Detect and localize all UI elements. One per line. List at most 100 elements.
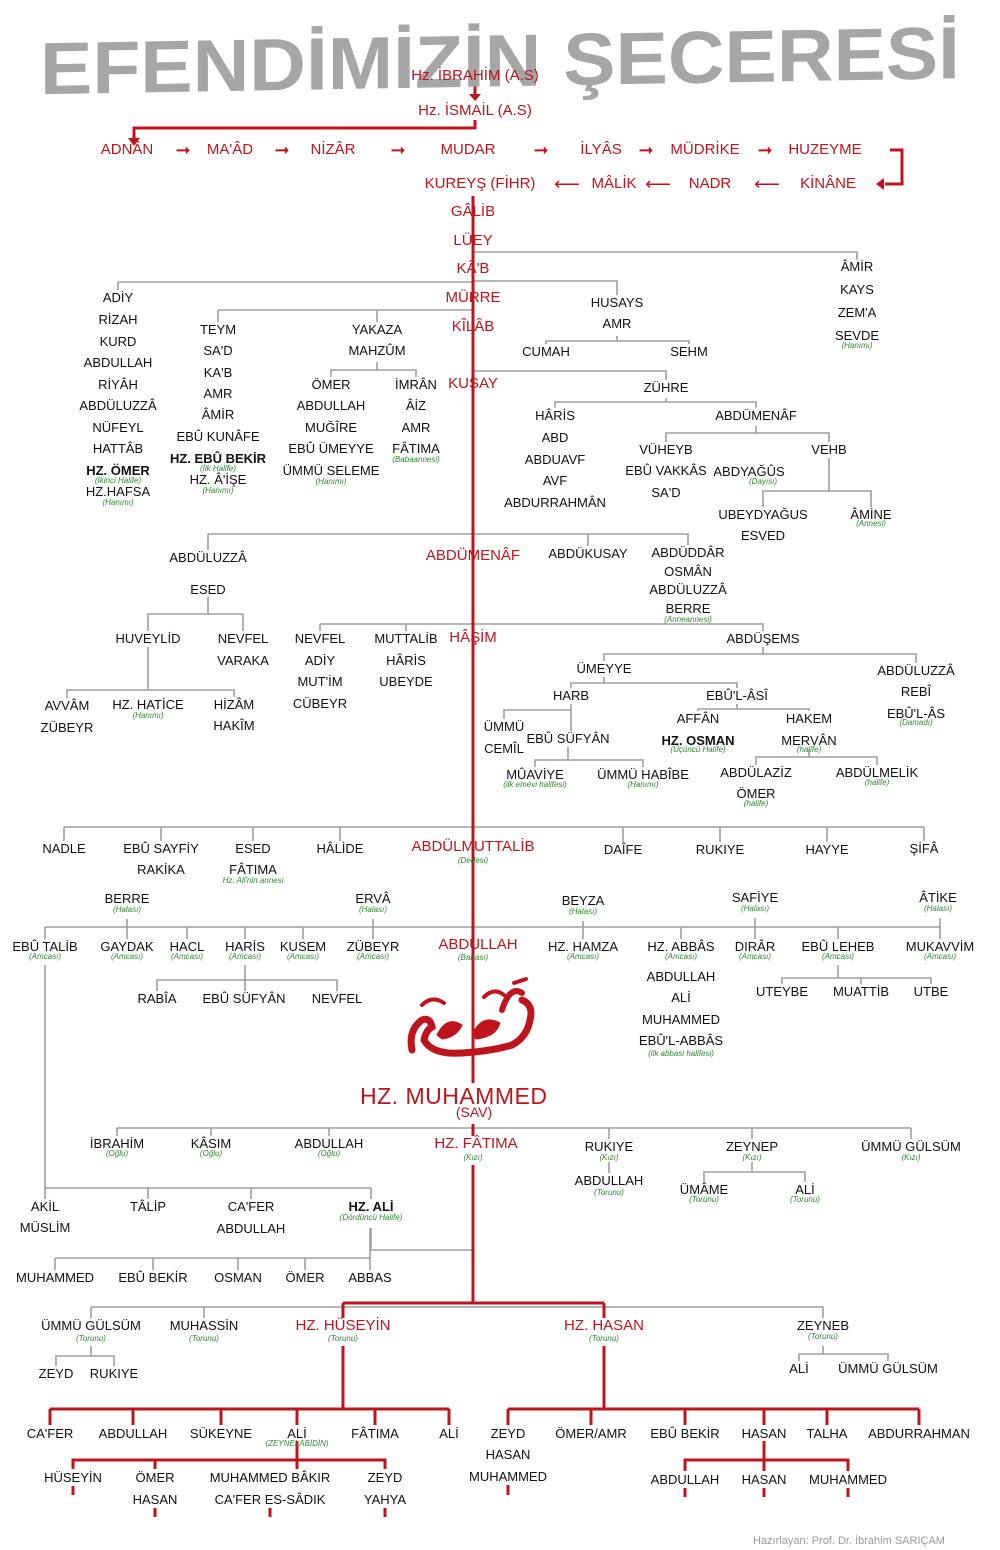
person-node: HASAN (132, 1492, 178, 1507)
person-node: ABDUAVF (524, 452, 586, 467)
person-node: ABDULLAH (216, 1221, 286, 1236)
relation-note: (ZEYNELABİDİN) (265, 1439, 329, 1448)
person-node: HZ. Â'İŞE (189, 472, 247, 487)
relation-note: (Amcası) (29, 952, 61, 961)
lineage-arrow-icon: ➞ (533, 140, 549, 160)
person-node: HZ. ALİ (348, 1199, 394, 1214)
relation-note: (Amcası) (567, 952, 599, 961)
person-node: ABDULLAH (438, 936, 518, 953)
relation-note: (halife) (743, 799, 769, 808)
person-node: ABDURRAHMÂN (504, 495, 606, 510)
person-node: BERRE (665, 601, 711, 616)
person-node: ÜMMÜ GÜLSÜM (861, 1139, 961, 1154)
relation-note: (Torunu) (589, 1334, 619, 1343)
person-node: HZ. EBÛ BEKİR (169, 451, 267, 466)
person-node: AMR (401, 420, 431, 435)
relation-note: (ilk emevi halifesi) (503, 780, 567, 789)
person-node: ABDÜLMELİK (835, 765, 919, 780)
relation-note: (Hanımı) (102, 498, 134, 507)
person-node: HZ. HÜSEYİN (295, 1317, 391, 1334)
relation-note: (Annesi) (856, 519, 886, 528)
person-node: EBÛ LEHEB (801, 939, 875, 954)
relation-note: (Halası) (358, 905, 388, 914)
person-node: MUHAMMED (809, 1472, 887, 1487)
person-node: HACL (169, 939, 205, 954)
person-node: RAKİKA (137, 862, 185, 877)
person-node: HZ. ÖMER (86, 463, 150, 478)
person-node: MUDAR (440, 141, 496, 158)
person-node: OSMÂN (664, 564, 712, 579)
person-node: NADR (688, 175, 732, 192)
person-node: HZ. FÂTIMA (434, 1135, 518, 1152)
person-node: HÜSEYİN (44, 1470, 102, 1485)
person-node: CUMAH (522, 344, 570, 359)
person-node: ABDULLAH (83, 355, 153, 370)
page-title-text: EFENDİMİZİN ŞECERESİ (40, 11, 960, 110)
relation-note: (Amcası) (229, 952, 261, 961)
person-node: ÜMÂME (679, 1182, 729, 1197)
person-node: ÖMER (285, 1270, 325, 1285)
person-node: Hz. İSMAİL (A.S) (418, 102, 532, 119)
relation-note: (halife) (796, 745, 822, 754)
person-node: ÜMMÜ GÜLSÜM (41, 1318, 141, 1333)
person-node: ÂMİNE (850, 507, 892, 522)
person-node: CA'FER (227, 1199, 275, 1214)
relation-note: (Torunu) (808, 1332, 838, 1341)
person-node: MUTTALİB (374, 631, 438, 646)
person-node: ÜMMÜ SELEME (282, 463, 380, 478)
person-node: YAKAZA (351, 322, 403, 337)
relation-note: (Oğlu) (199, 1149, 223, 1158)
relation-note: (Halası) (112, 905, 142, 914)
person-node: ESED (235, 841, 271, 856)
person-node: HZ. HASAN (563, 1317, 645, 1334)
relation-note: (Torunu) (594, 1188, 624, 1197)
person-node: ABDÜŞEMS (726, 631, 800, 646)
person-node: MUHASSİN (169, 1318, 239, 1333)
person-node: VEHB (811, 442, 847, 457)
relation-note: (Hanımı) (627, 780, 659, 789)
person-node: EBÛ TALİB (12, 939, 78, 954)
lineage-arrow-icon: ⟵ (645, 174, 671, 194)
person-node: ZEM'A (837, 305, 877, 320)
person-node: ABDÜLUZZÂ (79, 398, 157, 413)
person-node: ÜMMÜ HABÎBE (597, 767, 689, 782)
person-node: AFFÂN (676, 711, 720, 726)
person-node: ESVED (740, 528, 786, 543)
person-node: OSMAN (214, 1270, 262, 1285)
person-node: KUREYŞ (FİHR) (424, 175, 536, 192)
person-node: KAYS (840, 282, 874, 297)
person-node: ABD (541, 430, 569, 445)
person-node: EBÛ BEKİR (118, 1270, 188, 1285)
person-node: ÜMMÜ GÜLSÜM (838, 1361, 938, 1376)
author-credit: Hazırlayan: Prof. Dr. İbrahim SARIÇAM (753, 1535, 945, 1547)
person-node: ZÜHRE (643, 380, 689, 395)
relation-note: (Oğlu) (105, 1149, 129, 1158)
person-node: FÂTIMA (351, 1426, 399, 1441)
person-node: ÖMER (311, 377, 351, 392)
person-node: ADİY (304, 653, 336, 668)
person-node: AMR (203, 386, 233, 401)
person-node: ZEYD (38, 1366, 74, 1381)
person-node: TALHA (806, 1426, 848, 1441)
person-node: İLYÂS (580, 141, 622, 158)
lineage-arrow-icon: ➞ (638, 140, 654, 160)
person-node: ABDÜLUZZÂ (169, 550, 247, 565)
person-node: HZ. ABBÂS (647, 939, 715, 954)
relation-note: (Halası) (923, 904, 953, 913)
person-node: HASAN (741, 1426, 787, 1441)
person-node: MÜSLİM (19, 1220, 71, 1235)
person-node: ABDULLAH (650, 1472, 720, 1487)
person-node: VÜHEYB (639, 442, 693, 457)
relation-note: (Hanımı) (132, 711, 164, 720)
person-node: ZEYD (490, 1426, 526, 1441)
person-node: DIRÂR (734, 939, 776, 954)
person-node: ABDÜLUZZÂ (877, 663, 955, 678)
person-node: GAYDAK (100, 939, 154, 954)
relation-note: (Dayısı) (749, 477, 777, 486)
person-node: HAYYE (805, 842, 849, 857)
person-node: ALİ (671, 990, 691, 1005)
person-node: HİZÂM (213, 697, 255, 712)
relation-note: (Amcası) (111, 952, 143, 961)
person-node: CEMÎL (484, 741, 524, 756)
person-node: MÜDRİKE (670, 141, 740, 158)
